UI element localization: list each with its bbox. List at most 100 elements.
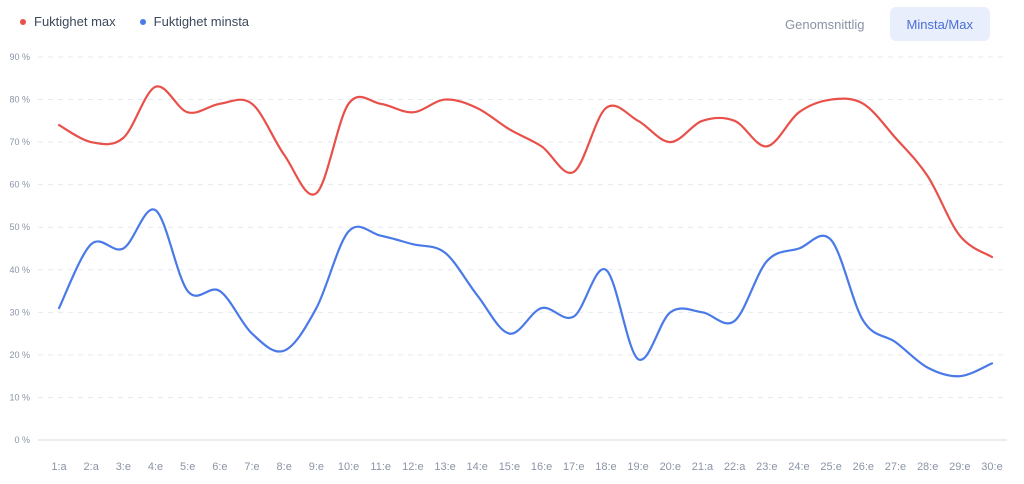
x-tick-label: 14:e [467,461,488,473]
data-point-max[interactable] [475,106,480,111]
x-tick-label: 5:e [180,461,195,473]
data-point-max[interactable] [89,140,94,145]
x-tick-label: 28:e [917,461,938,473]
data-point-max[interactable] [636,118,641,123]
data-point-max[interactable] [185,110,190,115]
data-point-max[interactable] [893,135,898,140]
x-axis-ticks: 1:a 2:a 3:e 4:e 5:e 6:e 7:e 8:e 9:e 10:e 11:e 12:e 1… [51,461,1002,473]
data-point-min[interactable] [764,259,769,264]
data-point-max[interactable] [282,152,287,157]
data-point-max[interactable] [700,118,705,123]
data-point-min[interactable] [507,331,512,336]
legend-item-max[interactable]: Fuktighet max [20,14,116,29]
data-point-min[interactable] [925,365,930,370]
legend-label-min: Fuktighet minsta [153,14,250,29]
data-point-max[interactable] [861,101,866,106]
data-point-max[interactable] [507,127,512,132]
data-point-min[interactable] [732,318,737,323]
x-tick-label: 6:e [212,461,227,473]
data-point-min[interactable] [217,289,222,294]
data-point-min[interactable] [314,306,319,311]
data-point-min[interactable] [668,310,673,315]
data-point-max[interactable] [764,144,769,149]
data-point-min[interactable] [957,374,962,379]
data-point-max[interactable] [603,106,608,111]
data-point-max[interactable] [57,123,62,128]
x-tick-label: 11:e [370,461,391,473]
data-point-max[interactable] [990,255,995,260]
data-point-min[interactable] [990,361,995,366]
data-point-min[interactable] [57,306,62,311]
average-toggle-button[interactable]: Genomsnittlig [785,16,865,32]
x-tick-label: 12:e [402,461,423,473]
data-point-min[interactable] [893,340,898,345]
series-line-min[interactable] [57,208,994,378]
y-tick-label: 60 % [9,180,30,190]
chart-legend: Fuktighet max Fuktighet minsta [20,14,249,29]
data-point-min[interactable] [250,331,255,336]
x-tick-label: 20:e [660,461,681,473]
legend-item-min[interactable]: Fuktighet minsta [139,14,250,29]
data-point-max[interactable] [829,97,834,102]
x-tick-label: 13:e [434,461,455,473]
data-point-min[interactable] [282,348,287,353]
data-point-max[interactable] [571,169,576,174]
data-point-min[interactable] [603,267,608,272]
data-point-max[interactable] [153,84,158,89]
data-point-max[interactable] [668,140,673,145]
legend-dot-max [20,18,26,25]
x-tick-label: 26:e [853,461,874,473]
y-tick-label: 70 % [9,137,30,147]
x-tick-label: 15:e [499,461,520,473]
x-tick-label: 3:e [116,461,131,473]
y-tick-label: 30 % [9,307,30,317]
data-point-min[interactable] [121,246,126,251]
data-point-max[interactable] [410,110,415,115]
series-line-max[interactable] [57,85,994,259]
data-point-min[interactable] [796,246,801,251]
data-point-min[interactable] [153,208,158,213]
y-tick-label: 90 % [9,52,30,62]
data-point-max[interactable] [732,118,737,123]
minmax-toggle-button[interactable]: Minsta/Max [889,7,990,41]
data-point-min[interactable] [185,289,190,294]
data-point-max[interactable] [346,101,351,106]
x-tick-label: 9:e [309,461,324,473]
x-tick-label: 17:e [563,461,584,473]
data-point-min[interactable] [475,293,480,298]
data-point-min[interactable] [829,237,834,242]
y-tick-label: 40 % [9,265,30,275]
x-tick-label: 29:e [949,461,970,473]
data-point-max[interactable] [314,191,319,196]
y-axis-ticks: 0 % 10 % 20 % 30 % 40 % 50 % 60 % 70 % 80 % 90 % [9,52,30,445]
data-point-min[interactable] [378,233,383,238]
grid-layer [38,56,1007,441]
data-point-min[interactable] [410,242,415,247]
series-layer [57,84,995,379]
data-point-min[interactable] [443,250,448,255]
y-tick-label: 10 % [9,392,30,402]
x-tick-label: 16:e [531,461,552,473]
data-point-max[interactable] [796,110,801,115]
x-tick-label: 10:e [338,461,359,473]
data-point-min[interactable] [861,318,866,323]
data-point-max[interactable] [957,233,962,238]
data-point-min[interactable] [89,242,94,247]
data-point-max[interactable] [443,97,448,102]
data-point-max[interactable] [250,101,255,106]
data-point-min[interactable] [346,229,351,234]
x-tick-label: 19:e [627,461,648,473]
x-tick-label: 8:e [277,461,292,473]
data-point-min[interactable] [571,314,576,319]
y-tick-label: 0 % [14,435,30,445]
data-point-max[interactable] [378,101,383,106]
data-point-min[interactable] [539,306,544,311]
x-tick-label: 18:e [595,461,616,473]
data-point-min[interactable] [700,310,705,315]
data-point-max[interactable] [925,174,930,179]
data-point-min[interactable] [636,357,641,362]
data-point-max[interactable] [539,144,544,149]
data-point-max[interactable] [121,135,126,140]
data-point-max[interactable] [217,101,222,106]
